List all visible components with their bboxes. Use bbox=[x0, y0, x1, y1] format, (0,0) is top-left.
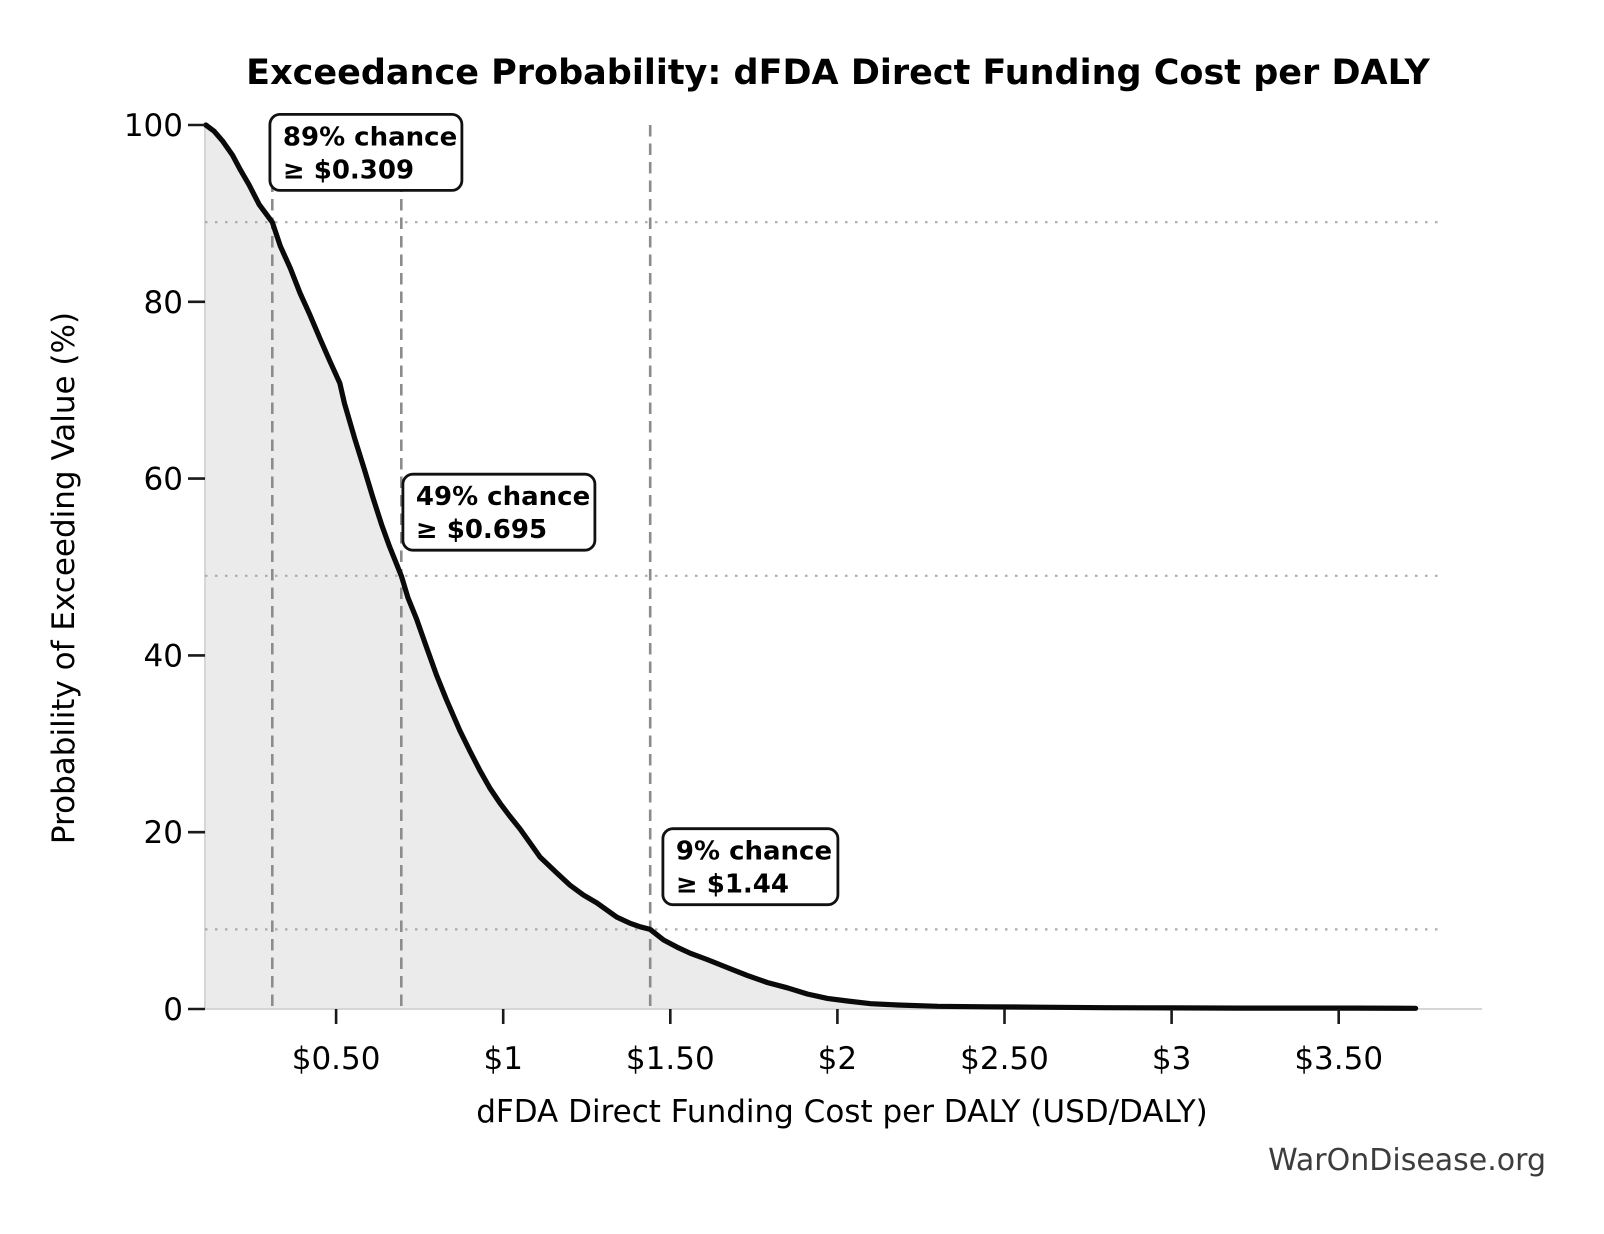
annotation-box: 89% chance≥ $0.309 bbox=[268, 113, 464, 192]
annotation-line2: ≥ $1.44 bbox=[676, 870, 789, 900]
x-tick-label: $3.50 bbox=[1294, 1041, 1383, 1077]
x-tick-label: $1.50 bbox=[626, 1041, 715, 1077]
watermark: WarOnDisease.org bbox=[1268, 1143, 1546, 1178]
y-tick-label: 0 bbox=[163, 992, 183, 1028]
x-tick-label: $2.50 bbox=[960, 1041, 1049, 1077]
annotation-box: 9% chance≥ $1.44 bbox=[661, 827, 840, 907]
annotation-box-frame bbox=[661, 827, 840, 907]
chart-title: Exceedance Probability: dFDA Direct Fund… bbox=[246, 53, 1430, 93]
y-tick-label: 40 bbox=[144, 638, 183, 674]
annotation-line1: 9% chance bbox=[676, 837, 832, 867]
annotation-box-frame bbox=[401, 472, 597, 552]
annotation-line2: ≥ $0.695 bbox=[416, 515, 547, 545]
annotation-line1: 89% chance bbox=[283, 122, 457, 152]
y-axis-label: Probability of Exceeding Value (%) bbox=[46, 312, 82, 844]
y-tick-label: 80 bbox=[144, 285, 183, 321]
x-tick-label: $3 bbox=[1152, 1041, 1191, 1077]
plot-area: 0 20 40 60 80 100 $0.50 $1 $1.50 $2 $2.50 $3 $3.50 89… bbox=[124, 108, 1482, 1077]
x-axis-label: dFDA Direct Funding Cost per DALY (USD/D… bbox=[476, 1094, 1208, 1130]
area-fill bbox=[205, 125, 1416, 1009]
annotation-box: 49% chance≥ $0.695 bbox=[401, 472, 597, 552]
y-tick-label: 100 bbox=[124, 108, 183, 144]
exceedance-curve bbox=[203, 122, 1419, 1011]
y-tick-label: 60 bbox=[144, 462, 183, 498]
annotation-line2: ≥ $0.309 bbox=[283, 155, 414, 185]
x-tick-label: $0.50 bbox=[292, 1041, 381, 1077]
annotation-box-frame bbox=[268, 113, 464, 192]
y-tick-label: 20 bbox=[144, 815, 183, 851]
x-tick-label: $2 bbox=[818, 1041, 857, 1077]
x-tick-label: $1 bbox=[483, 1041, 522, 1077]
annotation-line1: 49% chance bbox=[416, 482, 590, 512]
